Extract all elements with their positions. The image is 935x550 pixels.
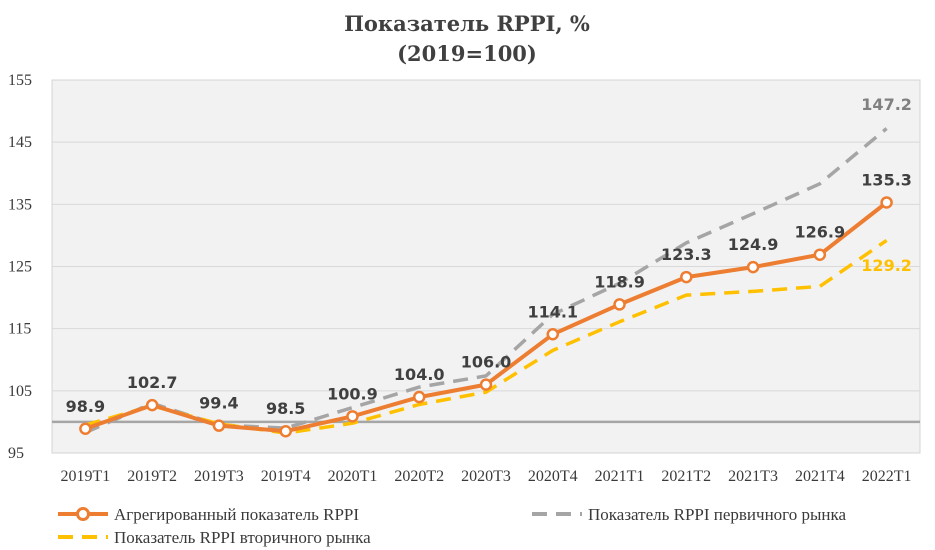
data-point — [880, 196, 893, 209]
y-tick-label: 135 — [8, 196, 32, 213]
x-tick-label: 2020T1 — [328, 468, 378, 485]
data-label: 98.9 — [66, 397, 105, 416]
y-tick-label: 105 — [8, 383, 32, 400]
x-axis-ticks: 2019T1 2019T2 2019T3 2019T4 2020T1 2020T2 2020… — [60, 468, 911, 485]
data-label: 123.3 — [661, 245, 712, 264]
data-point — [479, 378, 493, 391]
data-labels: 98.9 102.7 99.4 98.5 100.9 104.0 106.0 114.1 118… — [66, 95, 912, 418]
data-label: 106.0 — [461, 353, 512, 372]
legend-aggregate-marker-icon — [76, 507, 90, 521]
data-label: 102.7 — [127, 373, 178, 392]
x-tick-label: 2019T2 — [127, 468, 177, 485]
chart-subtitle: (2019=100) — [397, 41, 537, 66]
data-point — [79, 422, 92, 436]
legend-secondary-label: Показатель RPPI вторичного рынка — [114, 528, 371, 547]
data-point — [546, 328, 560, 341]
data-label: 124.9 — [728, 235, 779, 254]
data-label: 126.9 — [795, 223, 846, 242]
x-tick-label: 2022T1 — [862, 468, 912, 485]
data-point — [746, 260, 760, 274]
y-tick-label: 145 — [8, 134, 32, 151]
gridlines — [52, 141, 920, 392]
legend-item-aggregate[interactable]: Агрегированный показатель RPPI — [58, 505, 359, 524]
series-line — [84, 238, 888, 435]
series-lines — [79, 127, 893, 438]
data-label: 129.2 — [861, 256, 912, 275]
legend-item-secondary[interactable]: Показатель RPPI вторичного рынка — [58, 528, 371, 547]
legend: Агрегированный показатель RPPI Показател… — [58, 505, 847, 547]
data-point — [813, 248, 827, 261]
chart-title: Показатель RPPI, % — [344, 11, 590, 36]
data-label: 114.1 — [527, 302, 578, 321]
data-point — [346, 410, 359, 423]
data-point — [279, 424, 292, 438]
y-tick-label: 155 — [8, 72, 32, 89]
y-tick-label: 95 — [8, 445, 24, 462]
legend-item-primary[interactable]: Показатель RPPI первичного рынка — [532, 505, 847, 524]
data-point — [145, 398, 159, 412]
x-tick-label: 2020T2 — [394, 468, 444, 485]
data-label: 99.4 — [199, 394, 238, 413]
legend-primary-label: Показатель RPPI первичного рынка — [588, 505, 847, 524]
data-label: 147.2 — [861, 95, 912, 114]
y-tick-label: 115 — [8, 321, 31, 338]
x-tick-label: 2021T3 — [728, 468, 778, 485]
data-label: 100.9 — [327, 384, 378, 403]
y-tick-label: 125 — [8, 259, 32, 276]
data-label: 104.0 — [394, 365, 445, 384]
series-line — [84, 127, 888, 435]
data-point — [212, 419, 226, 432]
x-tick-label: 2019T1 — [60, 468, 110, 485]
x-tick-label: 2019T3 — [194, 468, 244, 485]
data-point — [412, 390, 426, 404]
data-point — [613, 298, 626, 311]
x-tick-label: 2021T2 — [661, 468, 711, 485]
data-label: 118.9 — [594, 272, 645, 291]
x-tick-label: 2021T4 — [795, 468, 845, 485]
legend-aggregate-label: Агрегированный показатель RPPI — [114, 505, 359, 524]
x-tick-label: 2020T4 — [528, 468, 578, 485]
y-axis-ticks: 95 105 115 125 135 145 155 — [8, 72, 32, 462]
data-point — [680, 270, 693, 284]
data-label: 98.5 — [266, 399, 305, 418]
data-label: 135.3 — [861, 170, 912, 189]
x-tick-label: 2020T3 — [461, 468, 511, 485]
x-tick-label: 2021T1 — [595, 468, 645, 485]
x-tick-label: 2019T4 — [261, 468, 311, 485]
